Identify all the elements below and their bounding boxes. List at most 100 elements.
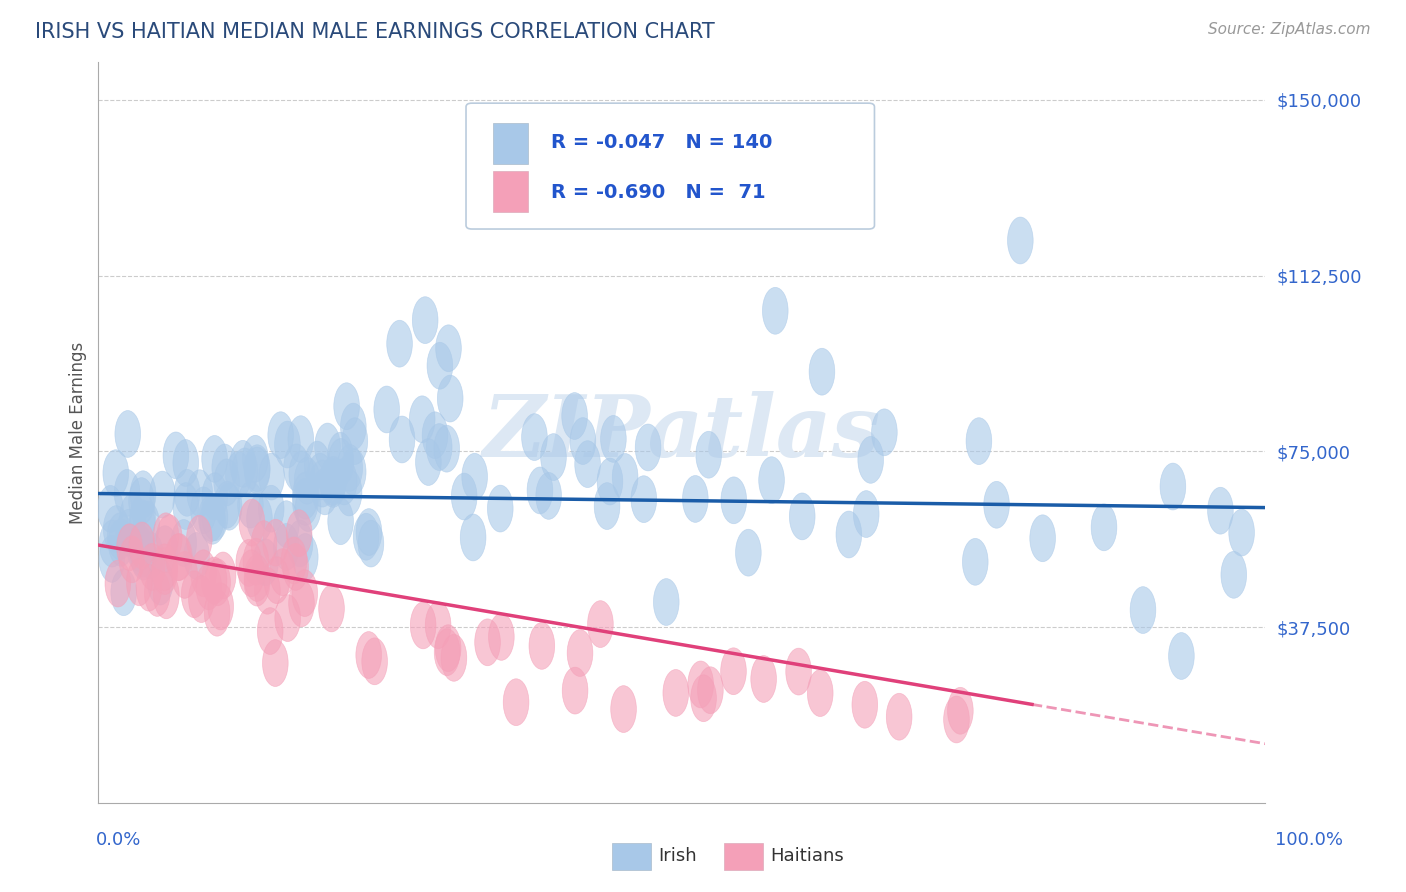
Ellipse shape <box>127 524 152 572</box>
Ellipse shape <box>886 693 912 740</box>
Ellipse shape <box>751 656 776 702</box>
Ellipse shape <box>434 629 460 675</box>
Ellipse shape <box>269 412 294 458</box>
Ellipse shape <box>411 602 436 648</box>
Ellipse shape <box>236 540 262 586</box>
Ellipse shape <box>340 403 366 450</box>
Ellipse shape <box>631 475 657 523</box>
Ellipse shape <box>129 494 156 541</box>
Ellipse shape <box>852 681 877 728</box>
Ellipse shape <box>134 501 159 548</box>
Ellipse shape <box>263 640 288 687</box>
Ellipse shape <box>139 543 165 591</box>
Ellipse shape <box>105 560 131 607</box>
Ellipse shape <box>359 520 384 567</box>
Ellipse shape <box>328 433 353 479</box>
Ellipse shape <box>292 533 318 581</box>
Ellipse shape <box>195 563 222 610</box>
Ellipse shape <box>129 522 155 569</box>
Ellipse shape <box>312 468 337 515</box>
Ellipse shape <box>211 552 236 599</box>
Ellipse shape <box>172 519 197 566</box>
Ellipse shape <box>1091 504 1116 550</box>
Ellipse shape <box>416 439 441 485</box>
Ellipse shape <box>321 460 346 508</box>
Ellipse shape <box>156 515 183 561</box>
Ellipse shape <box>188 575 214 623</box>
Ellipse shape <box>98 535 125 582</box>
Ellipse shape <box>231 441 256 487</box>
Ellipse shape <box>721 648 747 695</box>
Ellipse shape <box>562 667 588 714</box>
Ellipse shape <box>129 500 155 547</box>
Ellipse shape <box>309 460 335 507</box>
Ellipse shape <box>353 513 380 560</box>
Ellipse shape <box>588 600 613 648</box>
Ellipse shape <box>259 453 284 500</box>
Text: R = -0.047   N = 140: R = -0.047 N = 140 <box>551 133 772 152</box>
Ellipse shape <box>966 417 991 465</box>
Ellipse shape <box>503 679 529 725</box>
Ellipse shape <box>389 416 415 463</box>
Ellipse shape <box>595 483 620 530</box>
Ellipse shape <box>294 458 321 504</box>
Ellipse shape <box>131 533 156 580</box>
Ellipse shape <box>690 675 717 722</box>
Ellipse shape <box>264 557 290 604</box>
Ellipse shape <box>284 444 309 491</box>
Ellipse shape <box>163 432 188 479</box>
Ellipse shape <box>136 565 162 611</box>
Ellipse shape <box>243 538 269 585</box>
Ellipse shape <box>263 519 288 566</box>
Ellipse shape <box>173 440 198 486</box>
Ellipse shape <box>610 686 637 732</box>
Ellipse shape <box>217 483 242 530</box>
Ellipse shape <box>181 571 207 618</box>
Ellipse shape <box>1008 217 1033 264</box>
Ellipse shape <box>612 453 638 500</box>
Ellipse shape <box>321 457 346 503</box>
Ellipse shape <box>529 623 555 669</box>
Ellipse shape <box>488 485 513 532</box>
Ellipse shape <box>1229 509 1254 556</box>
Ellipse shape <box>984 482 1010 528</box>
Ellipse shape <box>858 436 883 483</box>
Ellipse shape <box>1220 551 1247 599</box>
Ellipse shape <box>257 607 283 655</box>
Ellipse shape <box>636 424 661 471</box>
Ellipse shape <box>434 425 460 472</box>
Ellipse shape <box>114 469 141 516</box>
Ellipse shape <box>412 297 439 343</box>
Ellipse shape <box>1029 515 1056 562</box>
Ellipse shape <box>245 555 270 601</box>
Ellipse shape <box>274 595 301 641</box>
Ellipse shape <box>567 630 593 676</box>
FancyBboxPatch shape <box>465 103 875 229</box>
Ellipse shape <box>837 511 862 558</box>
Ellipse shape <box>205 559 231 606</box>
Ellipse shape <box>198 494 224 541</box>
Ellipse shape <box>688 661 713 708</box>
Ellipse shape <box>152 544 177 591</box>
Ellipse shape <box>254 567 280 615</box>
Ellipse shape <box>245 559 270 606</box>
Text: ZIPatlas: ZIPatlas <box>482 391 882 475</box>
Ellipse shape <box>575 441 600 488</box>
Ellipse shape <box>356 508 382 556</box>
Ellipse shape <box>475 619 501 665</box>
Ellipse shape <box>201 558 226 604</box>
Ellipse shape <box>100 520 125 567</box>
Ellipse shape <box>425 602 451 648</box>
Ellipse shape <box>115 410 141 458</box>
Ellipse shape <box>281 537 307 584</box>
Ellipse shape <box>214 459 239 506</box>
Ellipse shape <box>872 409 897 456</box>
FancyBboxPatch shape <box>494 171 527 212</box>
Ellipse shape <box>292 478 318 525</box>
Ellipse shape <box>152 548 177 594</box>
Ellipse shape <box>654 579 679 625</box>
Ellipse shape <box>1160 463 1185 510</box>
Ellipse shape <box>288 416 314 463</box>
Text: IRISH VS HAITIAN MEDIAN MALE EARNINGS CORRELATION CHART: IRISH VS HAITIAN MEDIAN MALE EARNINGS CO… <box>35 22 714 42</box>
Ellipse shape <box>103 450 128 497</box>
